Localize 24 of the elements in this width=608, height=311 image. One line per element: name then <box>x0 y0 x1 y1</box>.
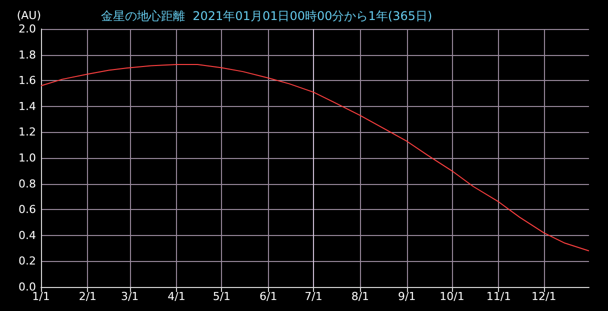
y-tick-label: 1.8 <box>18 48 36 62</box>
y-tick-label: 0.8 <box>18 177 36 190</box>
x-tick-label: 10/1 <box>440 290 464 303</box>
y-tick-label: 0.2 <box>18 254 36 268</box>
x-tick-label: 5/1 <box>212 290 231 303</box>
x-tick-label: 9/1 <box>398 290 416 303</box>
y-tick-label: 1.0 <box>18 152 36 164</box>
line-series <box>40 64 590 252</box>
y-tick-label: 1.6 <box>18 74 36 88</box>
x-tick-label: 2/1 <box>78 290 97 303</box>
chart-title: 金星の地心距離 2021年01月01日00時00分から1年(365日) <box>101 9 432 23</box>
y-tick-label: 1.4 <box>18 100 36 113</box>
x-tick-label: 7/1 <box>304 290 322 303</box>
y-tick-label: 1.2 <box>18 126 36 139</box>
x-tick-label: 11/1 <box>486 290 512 303</box>
x-tick-label: 4/1 <box>168 290 186 303</box>
x-tick-label: 8/1 <box>351 290 370 303</box>
y-tick-label: 0.4 <box>18 228 36 242</box>
y-tick-label: 2.0 <box>18 22 36 36</box>
x-tick-label: 6/1 <box>259 290 278 303</box>
y-axis-title: (AU) <box>16 9 41 22</box>
x-tick-label: 3/1 <box>120 290 139 303</box>
y-tick-label: 0.6 <box>18 203 36 216</box>
x-tick-label: 12/1 <box>531 290 556 303</box>
